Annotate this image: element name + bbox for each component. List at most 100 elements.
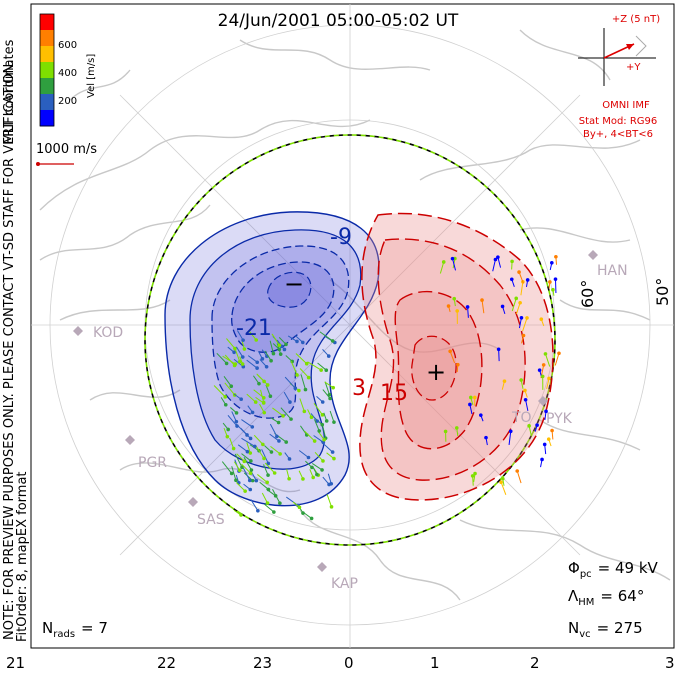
velocity-vector xyxy=(452,258,457,271)
velocity-vector xyxy=(227,414,238,427)
vector-origin xyxy=(261,442,265,447)
mlt-axis: 21 22 23 0 1 2 3 xyxy=(6,654,675,672)
mlt-tick-21: 21 xyxy=(6,654,25,672)
mlt-tick-22: 22 xyxy=(157,654,176,672)
imf-source: OMNI IMF xyxy=(602,100,650,111)
velocity-vector xyxy=(522,317,528,332)
velocity-vector xyxy=(320,441,333,453)
velocity-vector xyxy=(269,340,274,354)
velocity-vector xyxy=(216,352,227,364)
vector-origin xyxy=(454,426,459,430)
vector-origin xyxy=(326,354,331,358)
vector-origin xyxy=(480,298,484,302)
vector-origin xyxy=(269,358,273,363)
velocity-vector xyxy=(223,376,232,387)
velocity-vector xyxy=(284,376,296,389)
mlt-tick-1: 1 xyxy=(430,654,440,672)
vector-origin xyxy=(226,427,230,432)
vector-origin xyxy=(281,414,285,418)
vector-origin xyxy=(473,471,477,476)
vector-origin xyxy=(331,385,336,390)
vector-origin xyxy=(231,446,236,451)
vector-origin xyxy=(322,437,326,442)
vector-origin xyxy=(265,383,270,387)
velocity-vector xyxy=(235,346,244,358)
vector-origin xyxy=(278,352,283,356)
station-kod: KOD xyxy=(93,325,123,341)
vector-origin xyxy=(542,442,547,447)
velocity-vector xyxy=(226,338,236,349)
station-marker-pgr xyxy=(125,435,135,445)
vector-origin xyxy=(527,424,531,428)
vector-origin xyxy=(450,256,455,261)
velocity-scale-label: 1000 m/s xyxy=(36,142,97,157)
vector-origin xyxy=(452,296,457,301)
vector-origin xyxy=(514,296,519,301)
vector-origin xyxy=(224,361,229,366)
vector-origin xyxy=(297,388,301,393)
vector-origin xyxy=(320,413,325,417)
vector-origin xyxy=(523,388,527,393)
vector-origin xyxy=(249,468,254,472)
vector-origin xyxy=(551,287,555,292)
vector-origin xyxy=(303,387,308,392)
velocity-vector xyxy=(263,464,269,476)
vector-origin xyxy=(277,343,282,348)
vector-origin xyxy=(241,338,245,342)
colorbar-tick-200: 200 xyxy=(58,96,77,107)
velocity-vector xyxy=(264,350,272,361)
vector-origin xyxy=(517,270,521,274)
vector-origin xyxy=(302,409,307,414)
vector-origin xyxy=(537,368,542,372)
velocity-vector xyxy=(243,457,252,471)
vector-origin xyxy=(541,363,546,367)
lat-label-60: 60° xyxy=(578,280,597,308)
station-marker-sas xyxy=(188,497,198,507)
mlt-tick-2: 2 xyxy=(530,654,540,672)
vector-origin xyxy=(229,384,234,389)
velocity-vector xyxy=(260,389,265,403)
vector-origin xyxy=(317,429,322,433)
colorbar-label: Vel [m/s] xyxy=(86,54,97,98)
vector-origin xyxy=(245,449,250,454)
velocity-vector xyxy=(283,391,291,403)
vector-origin xyxy=(309,516,314,521)
vector-origin xyxy=(332,420,336,424)
velocity-vector xyxy=(518,271,524,284)
velocity-vector xyxy=(265,384,271,397)
velocity-scale-dot xyxy=(36,162,40,166)
vector-origin xyxy=(237,468,242,473)
velocity-vector xyxy=(300,425,308,436)
vector-origin xyxy=(265,480,269,485)
velocity-vector xyxy=(319,331,333,342)
vector-origin xyxy=(268,394,273,399)
velocity-vector xyxy=(311,463,323,471)
velocity-vector xyxy=(234,453,243,468)
velocity-vector xyxy=(449,351,456,364)
velocity-vector xyxy=(304,430,315,442)
velocity-vector xyxy=(256,373,269,386)
vector-origin xyxy=(273,494,278,498)
velocity-vector xyxy=(241,419,253,428)
station-marker-kap xyxy=(317,562,327,572)
vector-origin xyxy=(469,395,473,400)
velocity-vector xyxy=(246,442,251,454)
velocity-vector xyxy=(500,482,507,495)
vector-origin xyxy=(518,300,522,305)
vector-origin xyxy=(288,400,292,404)
vector-origin xyxy=(255,366,259,370)
velocity-vector xyxy=(259,481,269,490)
vector-origin xyxy=(535,423,539,427)
velocity-vector xyxy=(213,385,226,398)
vector-origin xyxy=(254,338,259,342)
velocity-vector xyxy=(241,463,251,474)
vector-origin xyxy=(289,417,293,421)
negative-cell xyxy=(164,211,380,507)
vector-origin xyxy=(448,349,452,354)
vector-origin xyxy=(546,437,551,441)
vector-origin xyxy=(248,451,253,455)
station-marker-kod xyxy=(73,326,83,336)
vector-origin xyxy=(223,402,228,407)
station-marker-pyk xyxy=(538,396,548,406)
